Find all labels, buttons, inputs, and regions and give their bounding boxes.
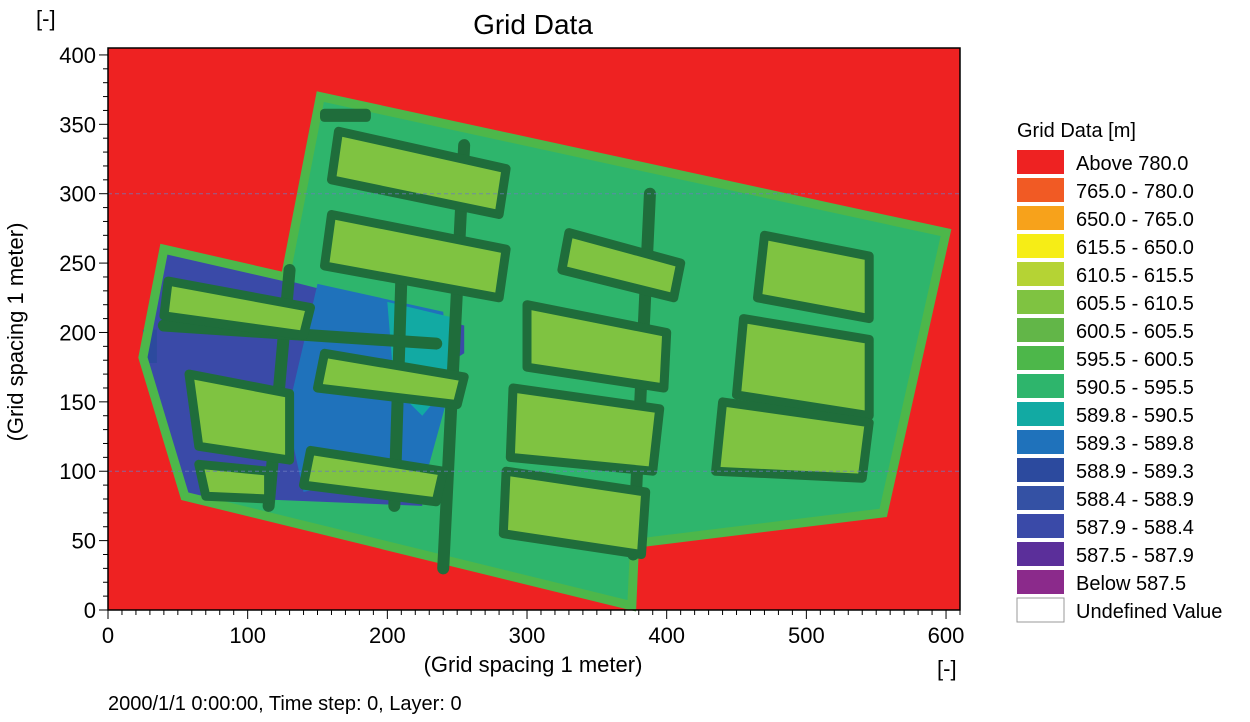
legend-label: 595.5 - 600.5 [1076,349,1194,371]
legend-swatch [1016,597,1065,623]
y-axis-label: (Grid spacing 1 meter) [3,223,28,442]
x-tick-label: 400 [648,623,685,648]
block-11 [498,466,651,559]
x-tick-label: 300 [509,623,546,648]
x-tick-label: 600 [928,623,965,648]
legend-entry: 615.5 - 650.0 [1017,234,1194,259]
road-0 [437,139,471,575]
block-1 [327,126,511,219]
block-14 [711,397,874,483]
legend: Grid Data [m] Above 780.0 765.0 - 780.0 65… [1016,120,1222,623]
y-tick-label: 250 [59,251,96,276]
chart-title: Grid Data [473,9,593,40]
legend-label: 610.5 - 615.5 [1076,265,1194,287]
legend-swatch [1017,514,1064,538]
legend-entry: 595.5 - 600.5 [1017,346,1194,371]
legend-label: 605.5 - 610.5 [1076,293,1194,315]
legend-label: 588.4 - 588.9 [1076,489,1194,511]
legend-entry: 588.4 - 588.9 [1017,486,1194,511]
legend-entry: 590.5 - 595.5 [1017,374,1194,399]
legend-entry: 587.5 - 587.9 [1017,542,1194,567]
legend-entry: 600.5 - 605.5 [1017,318,1194,343]
legend-entry: Below 587.5 [1017,570,1186,595]
block-12 [753,230,874,324]
legend-entry: Undefined Value [1016,597,1222,623]
legend-swatch [1017,234,1064,258]
legend-swatch [1017,178,1064,202]
legend-swatch [1017,206,1064,230]
block-7 [299,445,448,507]
block-6 [313,348,469,410]
block-13 [732,314,874,421]
legend-swatch [1017,430,1064,454]
legend-swatch [1017,290,1064,314]
pad-border [138,91,952,612]
legend-entry: Above 780.0 [1017,150,1188,175]
x-axis-label: (Grid spacing 1 meter) [424,652,643,677]
legend-swatch [1017,262,1064,286]
legend-label: 587.9 - 588.4 [1076,517,1194,539]
plot-frame [107,47,961,611]
block-9 [522,300,672,393]
legend-label: 588.9 - 589.3 [1076,461,1194,483]
legend-swatch [1017,374,1064,398]
y-unit-label: [-] [36,6,56,31]
legend-entry: 589.3 - 589.8 [1017,430,1194,455]
legend-entry: 589.8 - 590.5 [1017,402,1194,427]
legend-swatch [1017,346,1064,370]
legend-entry: 610.5 - 615.5 [1017,262,1194,287]
legend-entry: 650.0 - 765.0 [1017,206,1194,231]
block-2 [320,210,511,303]
legend-entry: 605.5 - 610.5 [1017,290,1194,315]
y-tick-label: 0 [84,598,96,623]
legend-label: Above 780.0 [1076,153,1188,175]
y-tick-label: 200 [59,320,96,345]
legend-entry: 765.0 - 780.0 [1017,178,1194,203]
block-10 [505,383,665,476]
legend-swatch [1017,402,1064,426]
block-4 [184,369,295,465]
legend-label: 615.5 - 650.0 [1076,237,1194,259]
legend-swatch [1017,486,1064,510]
legend-label: 587.5 - 587.9 [1076,545,1194,567]
legend-label: 765.0 - 780.0 [1076,181,1194,203]
legend-label: 650.0 - 765.0 [1076,209,1194,231]
y-tick-label: 100 [59,459,96,484]
legend-label: 590.5 - 595.5 [1076,377,1194,399]
legend-swatch [1017,150,1064,174]
status-line: 2000/1/1 0:00:00, Time step: 0, Layer: 0 [108,693,462,715]
legend-title: Grid Data [m] [1017,120,1136,142]
x-tick-label: 100 [229,623,266,648]
x-unit-label: [-] [937,656,957,681]
legend-entry: 588.9 - 589.3 [1017,458,1194,483]
legend-swatch [1017,570,1064,594]
axes: 0 100 200 300 400 500 600 0 50 100 150 200 250 300 350… [59,43,964,648]
legend-swatch [1017,542,1064,566]
legend-label: 589.3 - 589.8 [1076,433,1194,455]
legend-label: 589.8 - 590.5 [1076,405,1194,427]
block-3 [159,276,315,340]
block-0 [320,108,371,122]
y-tick-label: 50 [72,529,96,554]
legend-entry: 587.9 - 588.4 [1017,514,1194,539]
x-tick-label: 200 [369,623,406,648]
x-tick-label: 0 [102,623,114,648]
plot-area [108,48,960,612]
x-tick-label: 500 [788,623,825,648]
y-tick-label: 300 [59,182,96,207]
legend-label: 600.5 - 605.5 [1076,321,1194,343]
y-tick-label: 350 [59,112,96,137]
legend-swatch [1017,318,1064,342]
y-tick-label: 150 [59,390,96,415]
legend-label: Undefined Value [1076,601,1222,623]
block-5 [194,459,274,504]
block-8 [557,228,686,303]
legend-label: Below 587.5 [1076,573,1186,595]
y-tick-label: 400 [59,43,96,68]
legend-swatch [1017,458,1064,482]
